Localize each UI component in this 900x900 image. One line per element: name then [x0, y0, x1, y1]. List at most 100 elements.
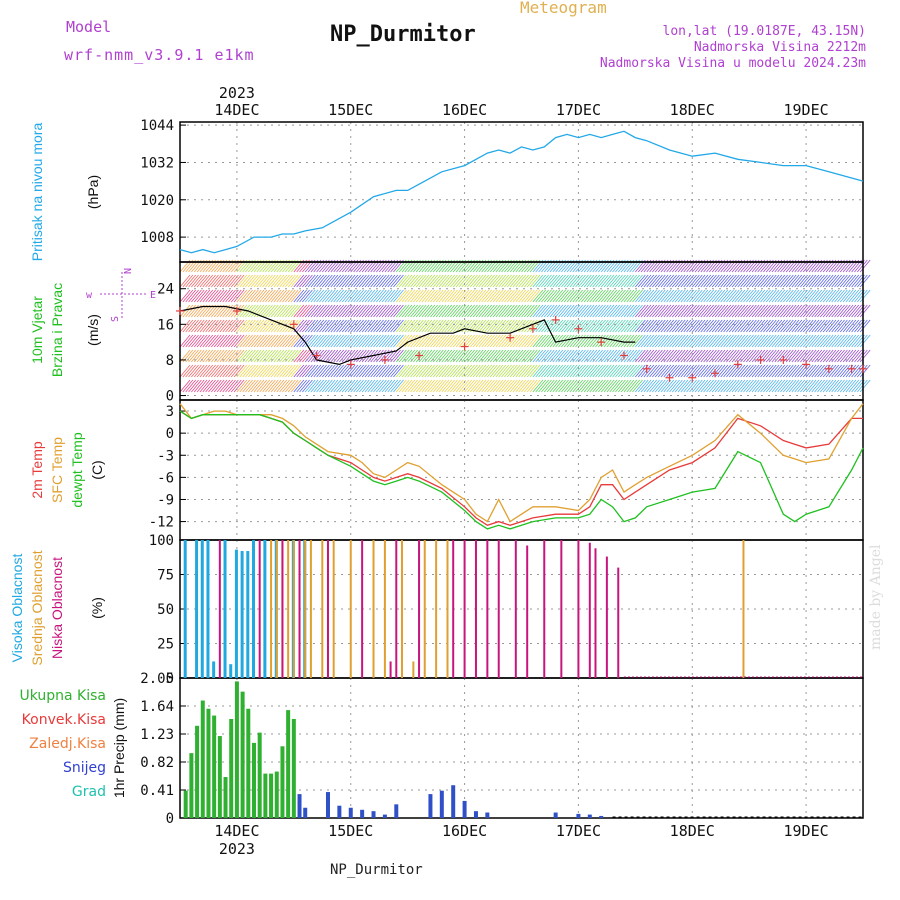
wind-barb — [535, 289, 547, 303]
wind-barb — [691, 334, 703, 348]
wind-barb — [791, 289, 803, 303]
wind-barb — [726, 364, 737, 378]
wind-barb — [253, 364, 265, 378]
wind-barb — [333, 379, 344, 393]
wind-barb — [492, 349, 504, 363]
wind-barb — [324, 304, 336, 318]
wind-barb — [521, 334, 532, 348]
wind-barb — [825, 379, 837, 393]
wind-barb — [279, 289, 290, 303]
wind-barb — [327, 334, 339, 348]
wind-barb — [432, 334, 444, 348]
wind-barb — [703, 334, 714, 348]
wind-barb — [188, 304, 199, 318]
wind-barb — [339, 364, 350, 378]
wind-barb — [751, 319, 763, 333]
wind-barb — [339, 334, 350, 348]
wind-barb — [649, 304, 660, 318]
wind-barb — [774, 274, 786, 288]
wind-barb — [427, 379, 438, 393]
wind-barb — [814, 304, 825, 318]
wind-barb — [253, 319, 265, 333]
wind-barb — [558, 304, 569, 318]
wind-barb — [635, 334, 646, 348]
wind-barb — [407, 379, 418, 393]
wind-barb — [768, 304, 780, 318]
wind-barb — [321, 379, 333, 393]
wind-barb — [541, 334, 552, 348]
wind-barb — [714, 274, 726, 288]
wind-barb — [592, 319, 603, 333]
wind-barb — [746, 274, 757, 288]
wind-barb — [837, 274, 848, 288]
wind-barb — [660, 334, 672, 348]
wind-barb — [626, 319, 638, 333]
wind-barb — [723, 304, 734, 318]
wind-barb — [606, 379, 618, 393]
precip-bar — [439, 790, 444, 818]
wind-barb — [791, 379, 803, 393]
wind-barb — [191, 319, 202, 333]
wind-barb — [191, 364, 202, 378]
wind-barb — [319, 274, 330, 288]
wind-barb — [689, 379, 700, 393]
wind-barb — [822, 319, 834, 333]
wind-barb — [558, 379, 569, 393]
wind-barb — [524, 364, 535, 378]
precip-bar — [280, 746, 285, 818]
wind-barb — [814, 319, 825, 333]
wind-barb — [743, 349, 754, 363]
precip-bar — [360, 809, 365, 818]
wind-barb — [771, 319, 783, 333]
wind-barb — [740, 364, 751, 378]
wind-barb — [555, 379, 566, 393]
wind-barb — [464, 349, 475, 363]
wind-barb — [415, 334, 427, 348]
wind-barb — [373, 319, 384, 333]
wind-barb — [324, 274, 336, 288]
wind-barb — [669, 304, 680, 318]
wind-barb — [580, 334, 592, 348]
wind-barb — [222, 379, 233, 393]
cloud-bar — [617, 567, 620, 678]
wind-barb — [208, 364, 219, 378]
wind-barb — [179, 319, 191, 333]
wind-barb — [347, 334, 359, 348]
wind-barb — [213, 379, 225, 393]
wind-barb — [783, 319, 794, 333]
wind-barb — [253, 274, 265, 288]
wind-barb — [242, 334, 253, 348]
wind-barb — [341, 304, 353, 318]
wind-barb — [828, 319, 840, 333]
wind-barb — [603, 349, 615, 363]
wind-barb — [282, 289, 293, 303]
wind-barb — [532, 319, 544, 333]
wind-barb — [771, 304, 783, 318]
cloud-bar — [275, 540, 278, 678]
top-day-label: 19DEC — [784, 101, 829, 119]
wind-barb — [404, 379, 416, 393]
wind-barb — [461, 379, 473, 393]
wind-barb — [398, 364, 410, 378]
cloud-bar — [418, 540, 421, 678]
wind-barb — [817, 289, 828, 303]
wind-barb — [236, 334, 248, 348]
wind-barb — [205, 349, 216, 363]
wind-barb — [606, 289, 618, 303]
wind-barb — [740, 319, 751, 333]
wind-barb — [817, 319, 828, 333]
wind-barb — [313, 304, 325, 318]
wind-barb — [561, 304, 572, 318]
wind-barb — [777, 319, 788, 333]
wind-barb — [598, 304, 609, 318]
wind-barb — [632, 364, 643, 378]
wind-barb — [859, 349, 871, 363]
wind-barb — [444, 319, 455, 333]
wind-barb — [487, 274, 498, 288]
precip-bar — [599, 815, 604, 818]
cloud-bar — [497, 540, 500, 678]
wind-barb — [208, 349, 219, 363]
wind-barb — [262, 334, 273, 348]
wind-barb — [179, 289, 191, 303]
wind-barb — [757, 334, 769, 348]
